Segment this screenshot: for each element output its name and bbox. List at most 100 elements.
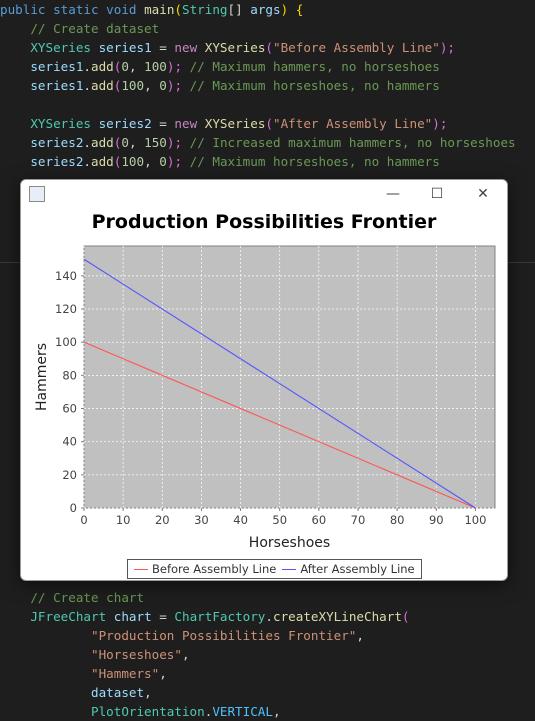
code-token: { bbox=[295, 2, 304, 17]
x-tick-label: 30 bbox=[194, 513, 209, 527]
code-token: [] bbox=[227, 2, 251, 17]
code-token: , bbox=[128, 59, 145, 74]
java-app-icon bbox=[29, 186, 45, 202]
code-token: static bbox=[53, 2, 107, 17]
code-token: 0 bbox=[121, 59, 129, 74]
code-token: XYSeries bbox=[0, 116, 99, 131]
code-line: PlotOrientation.VERTICAL, bbox=[0, 702, 281, 721]
code-token: series1 bbox=[98, 40, 152, 55]
code-token: series2 bbox=[0, 135, 84, 150]
x-tick-label: 80 bbox=[390, 513, 405, 527]
code-token: = bbox=[151, 609, 175, 624]
x-tick-label: 10 bbox=[116, 513, 131, 527]
series-line-1 bbox=[83, 341, 476, 509]
close-button[interactable]: ✕ bbox=[477, 186, 489, 202]
series-line-2 bbox=[83, 258, 476, 509]
code-token: ); bbox=[166, 154, 190, 169]
code-token: add bbox=[91, 59, 114, 74]
code-token: , bbox=[144, 154, 160, 169]
code-token: chart bbox=[113, 609, 152, 624]
code-token: XYSeries bbox=[204, 40, 266, 55]
code-token: ); bbox=[166, 59, 190, 74]
x-tick-label: 90 bbox=[429, 513, 444, 527]
code-token: add bbox=[91, 154, 114, 169]
y-tick-label: 40 bbox=[62, 435, 77, 449]
legend-swatch bbox=[282, 568, 297, 570]
code-token: 0 bbox=[121, 135, 129, 150]
code-token: series2 bbox=[98, 116, 152, 131]
code-token: ( bbox=[174, 2, 183, 17]
code-line: XYSeries series2 = new XYSeries("After A… bbox=[0, 114, 447, 133]
chart-title: Production Possibilities Frontier bbox=[91, 211, 437, 233]
code-token: , bbox=[272, 704, 281, 719]
code-token: . bbox=[265, 609, 273, 624]
code-token: ) bbox=[280, 2, 296, 17]
code-token: ); bbox=[439, 40, 455, 55]
code-token: XYSeries bbox=[0, 40, 99, 55]
legend-label: Before Assembly Line bbox=[152, 562, 277, 576]
code-token: createXYLineChart bbox=[273, 609, 402, 624]
code-token: String bbox=[182, 2, 228, 17]
y-tick-label: 0 bbox=[70, 501, 77, 515]
code-token: ); bbox=[432, 116, 448, 131]
y-tick-label: 80 bbox=[62, 368, 77, 382]
code-token: . bbox=[83, 78, 91, 93]
y-axis-label: Hammers bbox=[34, 343, 50, 411]
code-token: "Production Possibilities Frontier" bbox=[0, 628, 357, 643]
chart-area: 0 10 20 30 40 50 60 70 80 90 100 0 20 40 60 80 100 120 140… bbox=[34, 245, 496, 551]
code-token: // Maximum hammers, no horseshoes bbox=[189, 59, 440, 74]
code-token: 0 bbox=[159, 78, 167, 93]
code-token: = bbox=[151, 40, 175, 55]
code-token: ( bbox=[401, 609, 410, 624]
x-tick-label: 40 bbox=[233, 513, 248, 527]
code-token: public bbox=[0, 2, 54, 17]
window-titlebar[interactable]: — ☐ ✕ bbox=[21, 180, 507, 208]
code-token: ( bbox=[113, 59, 122, 74]
code-token: ( bbox=[113, 135, 122, 150]
code-line: series1.add(0, 100); // Maximum hammers,… bbox=[0, 57, 440, 76]
legend-swatch bbox=[134, 568, 148, 570]
code-token: VERTICAL bbox=[212, 704, 273, 719]
x-tick-label: 60 bbox=[312, 513, 327, 527]
code-token: // Maximum horseshoes, no hammers bbox=[189, 78, 440, 93]
code-token: ); bbox=[166, 135, 190, 150]
code-token: "Before Assembly Line" bbox=[273, 40, 440, 55]
code-line: series2.add(0, 150); // Increased maximu… bbox=[0, 133, 515, 152]
y-tick-label: 140 bbox=[55, 269, 77, 283]
code-token: JFreeChart bbox=[0, 609, 114, 624]
code-token: ( bbox=[265, 40, 274, 55]
code-token: . bbox=[83, 59, 91, 74]
legend-label: After Assembly Line bbox=[300, 562, 415, 576]
x-tick-label: 0 bbox=[80, 513, 87, 527]
legend-item: After Assembly Line bbox=[282, 562, 415, 576]
code-token: // Create chart bbox=[0, 590, 145, 605]
code-token: "Hammers" bbox=[0, 666, 160, 681]
code-token: main bbox=[144, 2, 175, 17]
code-line: // Create dataset bbox=[0, 19, 159, 38]
code-line: "Horseshoes", bbox=[0, 645, 190, 664]
x-axis-label: Horseshoes bbox=[249, 535, 330, 551]
code-token: 100 bbox=[144, 59, 167, 74]
code-token: dataset bbox=[0, 685, 145, 700]
code-token: , bbox=[144, 78, 160, 93]
code-token: "Horseshoes" bbox=[0, 647, 182, 662]
code-token: = bbox=[151, 116, 175, 131]
code-line: "Production Possibilities Frontier", bbox=[0, 626, 364, 645]
code-line: dataset, bbox=[0, 683, 152, 702]
code-token: , bbox=[181, 647, 190, 662]
code-token: , bbox=[356, 628, 364, 643]
chart-window[interactable]: — ☐ ✕ Production Possibilities Frontier … bbox=[20, 179, 508, 581]
code-token: . bbox=[83, 154, 91, 169]
minimize-button[interactable]: — bbox=[386, 186, 400, 202]
code-token: . bbox=[204, 704, 213, 719]
code-token: PlotOrientation bbox=[0, 704, 205, 719]
code-token: "After Assembly Line" bbox=[273, 116, 433, 131]
code-token: 0 bbox=[159, 154, 167, 169]
code-line: JFreeChart chart = ChartFactory.createXY… bbox=[0, 607, 410, 626]
maximize-button[interactable]: ☐ bbox=[430, 186, 444, 202]
y-tick-label: 60 bbox=[62, 402, 77, 416]
x-tick-label: 100 bbox=[464, 513, 486, 527]
code-line: series2.add(100, 0); // Maximum horsesho… bbox=[0, 152, 440, 171]
code-token: XYSeries bbox=[204, 116, 266, 131]
code-token: args bbox=[250, 2, 281, 17]
